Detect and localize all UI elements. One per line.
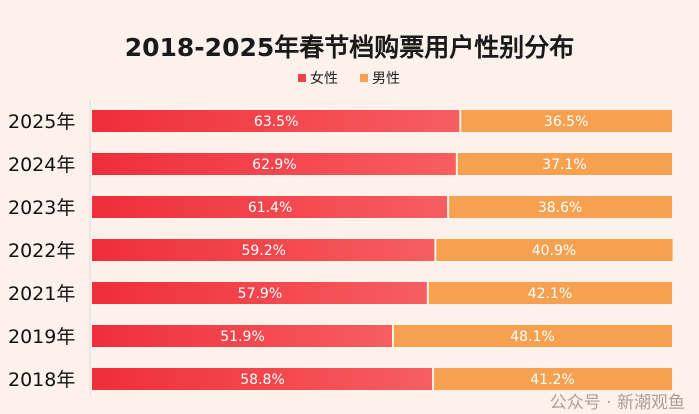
y-tick-label: 2021年 [8, 283, 75, 305]
data-label: 59.2% [241, 243, 285, 259]
legend-label: 女性 [310, 71, 338, 87]
chart-title: 2018-2025年春节档购票用户性别分布 [124, 33, 575, 62]
y-tick-label: 2019年 [8, 326, 75, 348]
data-label: 58.8% [240, 372, 284, 388]
data-label: 42.1% [528, 286, 572, 302]
bar-male [436, 239, 673, 261]
data-label: 61.4% [248, 200, 292, 216]
data-label: 38.6% [538, 200, 582, 216]
bar-male [449, 196, 672, 218]
data-label: 36.5% [544, 114, 588, 130]
data-label: 51.9% [220, 329, 264, 345]
y-tick-label: 2022年 [8, 240, 75, 262]
data-label: 63.5% [254, 114, 298, 130]
bar-male [434, 368, 672, 390]
legend-item-male: 男性 [360, 68, 400, 88]
data-label: 40.9% [532, 243, 576, 259]
data-label: 41.2% [530, 372, 574, 388]
legend-label: 男性 [372, 71, 400, 87]
data-label: 62.9% [252, 157, 296, 173]
bar-male [457, 153, 672, 175]
data-label: 37.1% [542, 157, 586, 173]
legend-item-female: 女性 [298, 68, 338, 88]
bar-female [92, 239, 435, 261]
legend-swatch [298, 74, 306, 82]
bar-male [428, 282, 672, 304]
data-label: 48.1% [510, 329, 554, 345]
bar-female [92, 196, 448, 218]
bar-female [92, 110, 460, 132]
y-tick-label: 2023年 [8, 197, 75, 219]
y-tick-label: 2024年 [8, 154, 75, 176]
y-tick-label: 2025年 [8, 111, 75, 133]
bar-female [92, 325, 393, 347]
bar-male [394, 325, 672, 347]
bar-male [461, 110, 672, 132]
data-label: 57.9% [238, 286, 282, 302]
bar-female [92, 368, 433, 390]
legend-swatch [360, 74, 368, 82]
watermark: 公众号 · 新潮观鱼 [549, 393, 685, 413]
bar-female [92, 153, 456, 175]
legend: 女性 男性 [298, 68, 400, 88]
y-tick-label: 2018年 [8, 369, 75, 391]
bar-female [92, 282, 427, 304]
